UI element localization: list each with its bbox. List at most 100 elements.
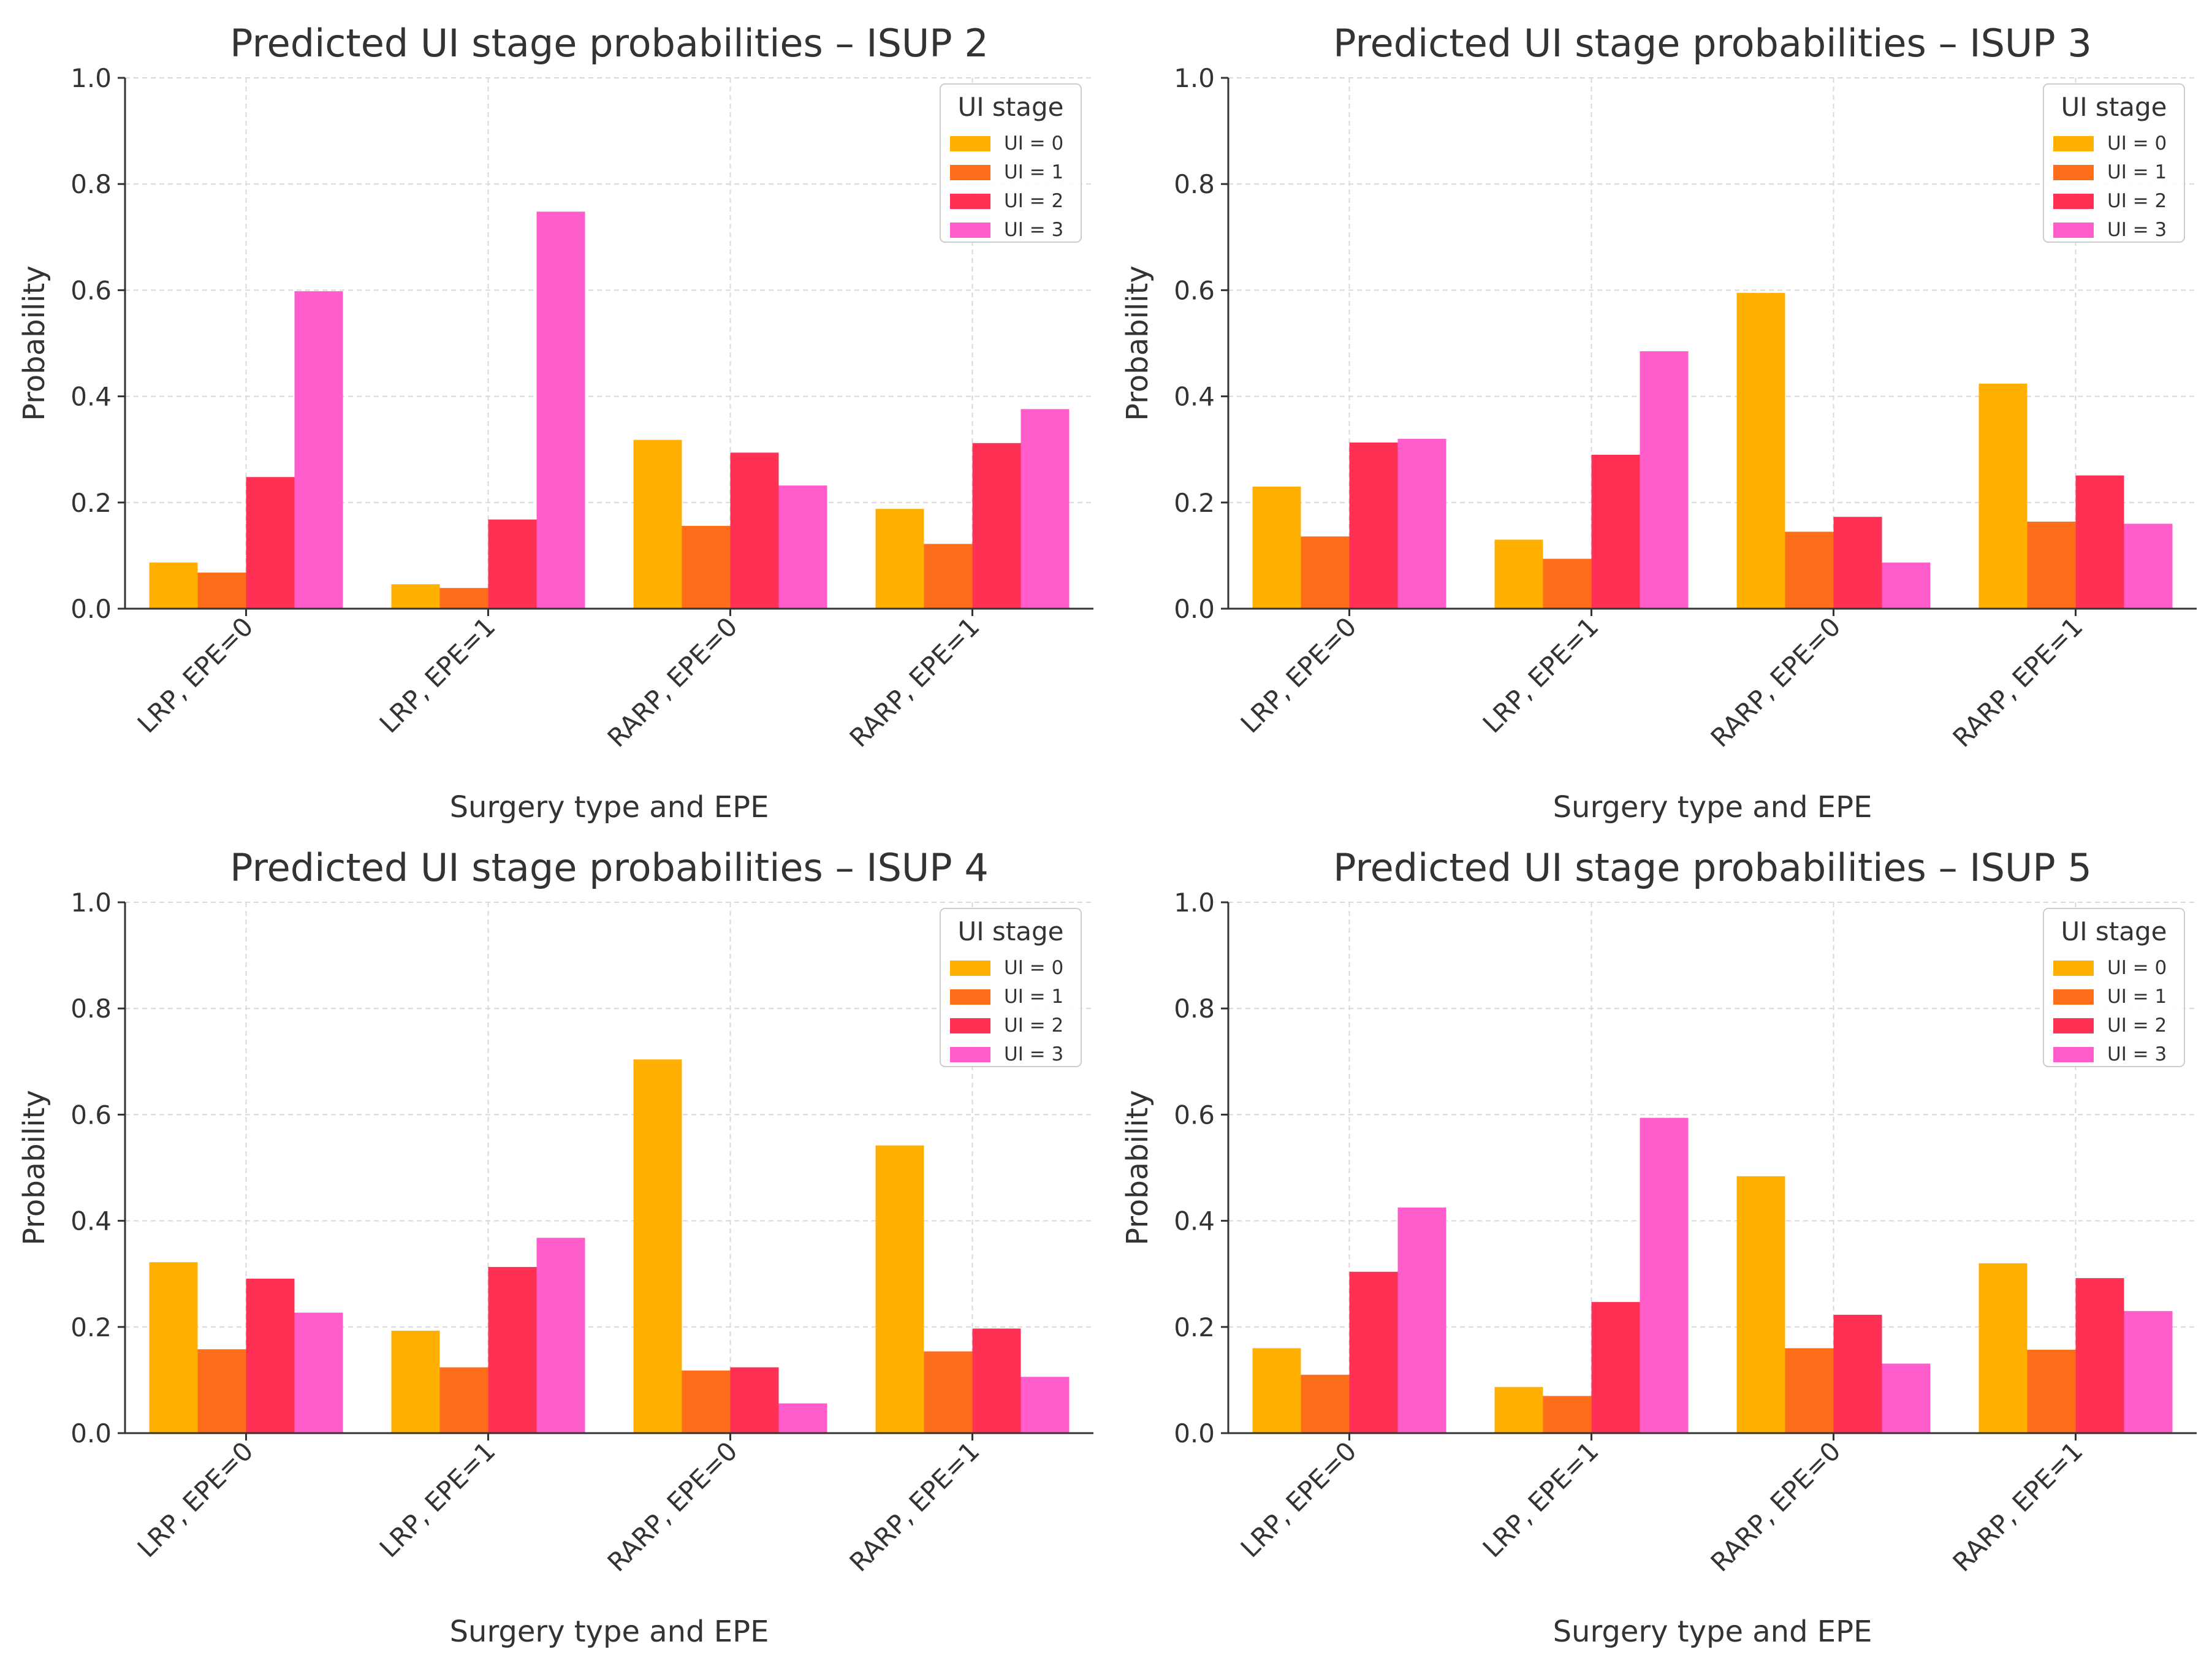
chart-panel-4: UI = 0 · LRP, EPE=0: 0.16 UI = 0 · LRP, E… (1120, 845, 2197, 1649)
legend: UI stage UI = 0 UI = 1 UI = 2 UI = 3 (940, 908, 1082, 1067)
bar: UI = 1 · RARP, EPE=0: 0.118 (682, 1370, 731, 1433)
x-axis-label: Surgery type and EPE (450, 1615, 769, 1649)
bar: UI = 1 · RARP, EPE=1: 0.164 (2027, 521, 2076, 609)
legend-label: UI = 0 (1004, 957, 1063, 979)
legend-swatch (2053, 165, 2094, 180)
chart-panel-1: UI = 0 · LRP, EPE=0: 0.087 UI = 0 · LRP, … (17, 21, 1093, 824)
legend: UI stage UI = 0 UI = 1 UI = 2 UI = 3 (940, 83, 1082, 243)
x-tick-label: RARP, EPE=0 (1705, 1436, 1847, 1577)
bar: UI = 2 · RARP, EPE=0: 0.173 (1833, 517, 1882, 609)
legend-swatch (2053, 1018, 2094, 1033)
x-tick-label: RARP, EPE=1 (1947, 1436, 2089, 1577)
bar: UI = 0 · RARP, EPE=0: 0.484 (1736, 1176, 1785, 1433)
x-tick-label: RARP, EPE=1 (844, 611, 986, 753)
legend-label: UI = 1 (1004, 986, 1063, 1008)
x-tick-label: LRP, EPE=0 (132, 611, 259, 739)
y-tick-label: 0.6 (70, 275, 112, 305)
y-tick-label: 0.2 (1174, 488, 1215, 518)
bar: UI = 1 · RARP, EPE=1: 0.157 (2027, 1350, 2076, 1433)
legend-label: UI = 1 (2107, 161, 2167, 183)
bar: UI = 2 · RARP, EPE=0: 0.294 (730, 452, 779, 609)
bar: UI = 2 · LRP, EPE=0: 0.248 (246, 477, 295, 609)
bar: UI = 0 · RARP, EPE=1: 0.542 (875, 1145, 924, 1433)
legend-swatch (2053, 136, 2094, 151)
chart-title: Predicted UI stage probabilities – ISUP … (230, 845, 989, 890)
bar: UI = 1 · LRP, EPE=0: 0.136 (1301, 536, 1350, 609)
legend: UI stage UI = 0 UI = 1 UI = 2 UI = 3 (2043, 908, 2185, 1067)
legend-label: UI = 3 (2107, 1043, 2167, 1065)
chart-title: Predicted UI stage probabilities – ISUP … (1333, 21, 2092, 66)
x-tick-label: LRP, EPE=1 (374, 611, 501, 739)
y-axis-label: Probability (17, 1090, 51, 1246)
legend-label: UI = 2 (2107, 190, 2167, 212)
y-tick-label: 0.2 (70, 1312, 112, 1342)
y-tick-label: 1.0 (1174, 63, 1215, 93)
bar: UI = 0 · LRP, EPE=1: 0.087 (1494, 1387, 1543, 1433)
bar: UI = 1 · LRP, EPE=1: 0.094 (1543, 558, 1592, 609)
bar: UI = 2 · RARP, EPE=1: 0.292 (2075, 1278, 2124, 1433)
bar: UI = 1 · LRP, EPE=1: 0.039 (439, 588, 488, 609)
y-tick-label: 0.0 (1174, 594, 1215, 624)
bar: UI = 1 · RARP, EPE=0: 0.16 (1785, 1348, 1834, 1433)
legend-label: UI = 2 (2107, 1014, 2167, 1037)
y-tick-label: 0.6 (1174, 1100, 1215, 1130)
legend-label: UI = 3 (1004, 1043, 1063, 1065)
legend-swatch (950, 136, 990, 151)
bar: UI = 0 · LRP, EPE=0: 0.23 (1252, 486, 1301, 609)
y-tick-label: 1.0 (70, 63, 112, 93)
x-tick-label: LRP, EPE=1 (374, 1436, 501, 1563)
bar: UI = 2 · LRP, EPE=0: 0.313 (1349, 442, 1398, 609)
legend-swatch (950, 1047, 990, 1062)
bar: UI = 2 · RARP, EPE=1: 0.312 (972, 443, 1021, 609)
bar: UI = 1 · RARP, EPE=1: 0.154 (924, 1351, 973, 1433)
bar: UI = 3 · RARP, EPE=1: 0.23 (2124, 1311, 2173, 1433)
x-axis-label: Surgery type and EPE (450, 790, 769, 824)
y-tick-label: 0.2 (70, 488, 112, 518)
bar: UI = 0 · RARP, EPE=1: 0.424 (1978, 383, 2028, 609)
bar: UI = 2 · RARP, EPE=1: 0.251 (2075, 475, 2124, 609)
y-tick-label: 0.8 (1174, 994, 1215, 1024)
bar: UI = 0 · RARP, EPE=1: 0.32 (1978, 1263, 2028, 1433)
bar: UI = 3 · RARP, EPE=1: 0.376 (1020, 409, 1070, 609)
y-tick-label: 0.0 (70, 594, 112, 624)
bar: UI = 2 · LRP, EPE=1: 0.29 (1591, 454, 1640, 609)
y-tick-label: 0.6 (1174, 275, 1215, 305)
bar: UI = 2 · LRP, EPE=0: 0.304 (1349, 1271, 1398, 1433)
legend-title: UI stage (2061, 916, 2167, 946)
legend-title: UI stage (957, 92, 1063, 122)
legend-swatch (2053, 989, 2094, 1005)
legend-swatch (950, 961, 990, 976)
bar: UI = 2 · RARP, EPE=0: 0.223 (1833, 1314, 1882, 1433)
bar: UI = 3 · LRP, EPE=0: 0.425 (1397, 1207, 1446, 1433)
bar: UI = 3 · RARP, EPE=1: 0.16 (2124, 523, 2173, 609)
bar: UI = 1 · LRP, EPE=1: 0.07 (1543, 1396, 1592, 1433)
chart-title: Predicted UI stage probabilities – ISUP … (1333, 845, 2092, 890)
bar: UI = 3 · LRP, EPE=1: 0.748 (536, 211, 585, 609)
bar: UI = 0 · RARP, EPE=0: 0.318 (633, 440, 682, 609)
x-tick-label: RARP, EPE=0 (602, 611, 743, 753)
legend-swatch (950, 194, 990, 209)
legend-swatch (950, 223, 990, 238)
legend-label: UI = 2 (1004, 1014, 1063, 1037)
bar: UI = 1 · RARP, EPE=0: 0.145 (1785, 531, 1834, 609)
legend: UI stage UI = 0 UI = 1 UI = 2 UI = 3 (2043, 83, 2185, 243)
legend-swatch (2053, 223, 2094, 238)
legend-title: UI stage (2061, 92, 2167, 122)
legend-swatch (950, 165, 990, 180)
legend-label: UI = 0 (2107, 957, 2167, 979)
bar: UI = 0 · LRP, EPE=1: 0.046 (391, 584, 440, 609)
legend-label: UI = 0 (2107, 132, 2167, 154)
x-tick-label: LRP, EPE=1 (1477, 611, 1605, 739)
y-tick-label: 1.0 (1174, 888, 1215, 918)
x-tick-label: RARP, EPE=0 (602, 1436, 743, 1577)
chart-title: Predicted UI stage probabilities – ISUP … (230, 21, 989, 66)
y-tick-label: 0.4 (1174, 1206, 1215, 1236)
y-tick-label: 0.2 (1174, 1312, 1215, 1342)
bar: UI = 2 · RARP, EPE=0: 0.124 (730, 1367, 779, 1433)
y-tick-label: 0.8 (70, 994, 112, 1024)
bar: UI = 3 · LRP, EPE=1: 0.368 (536, 1238, 585, 1433)
bar: UI = 0 · RARP, EPE=0: 0.704 (633, 1059, 682, 1433)
x-tick-label: RARP, EPE=1 (1947, 611, 2089, 753)
y-tick-label: 0.0 (70, 1418, 112, 1448)
